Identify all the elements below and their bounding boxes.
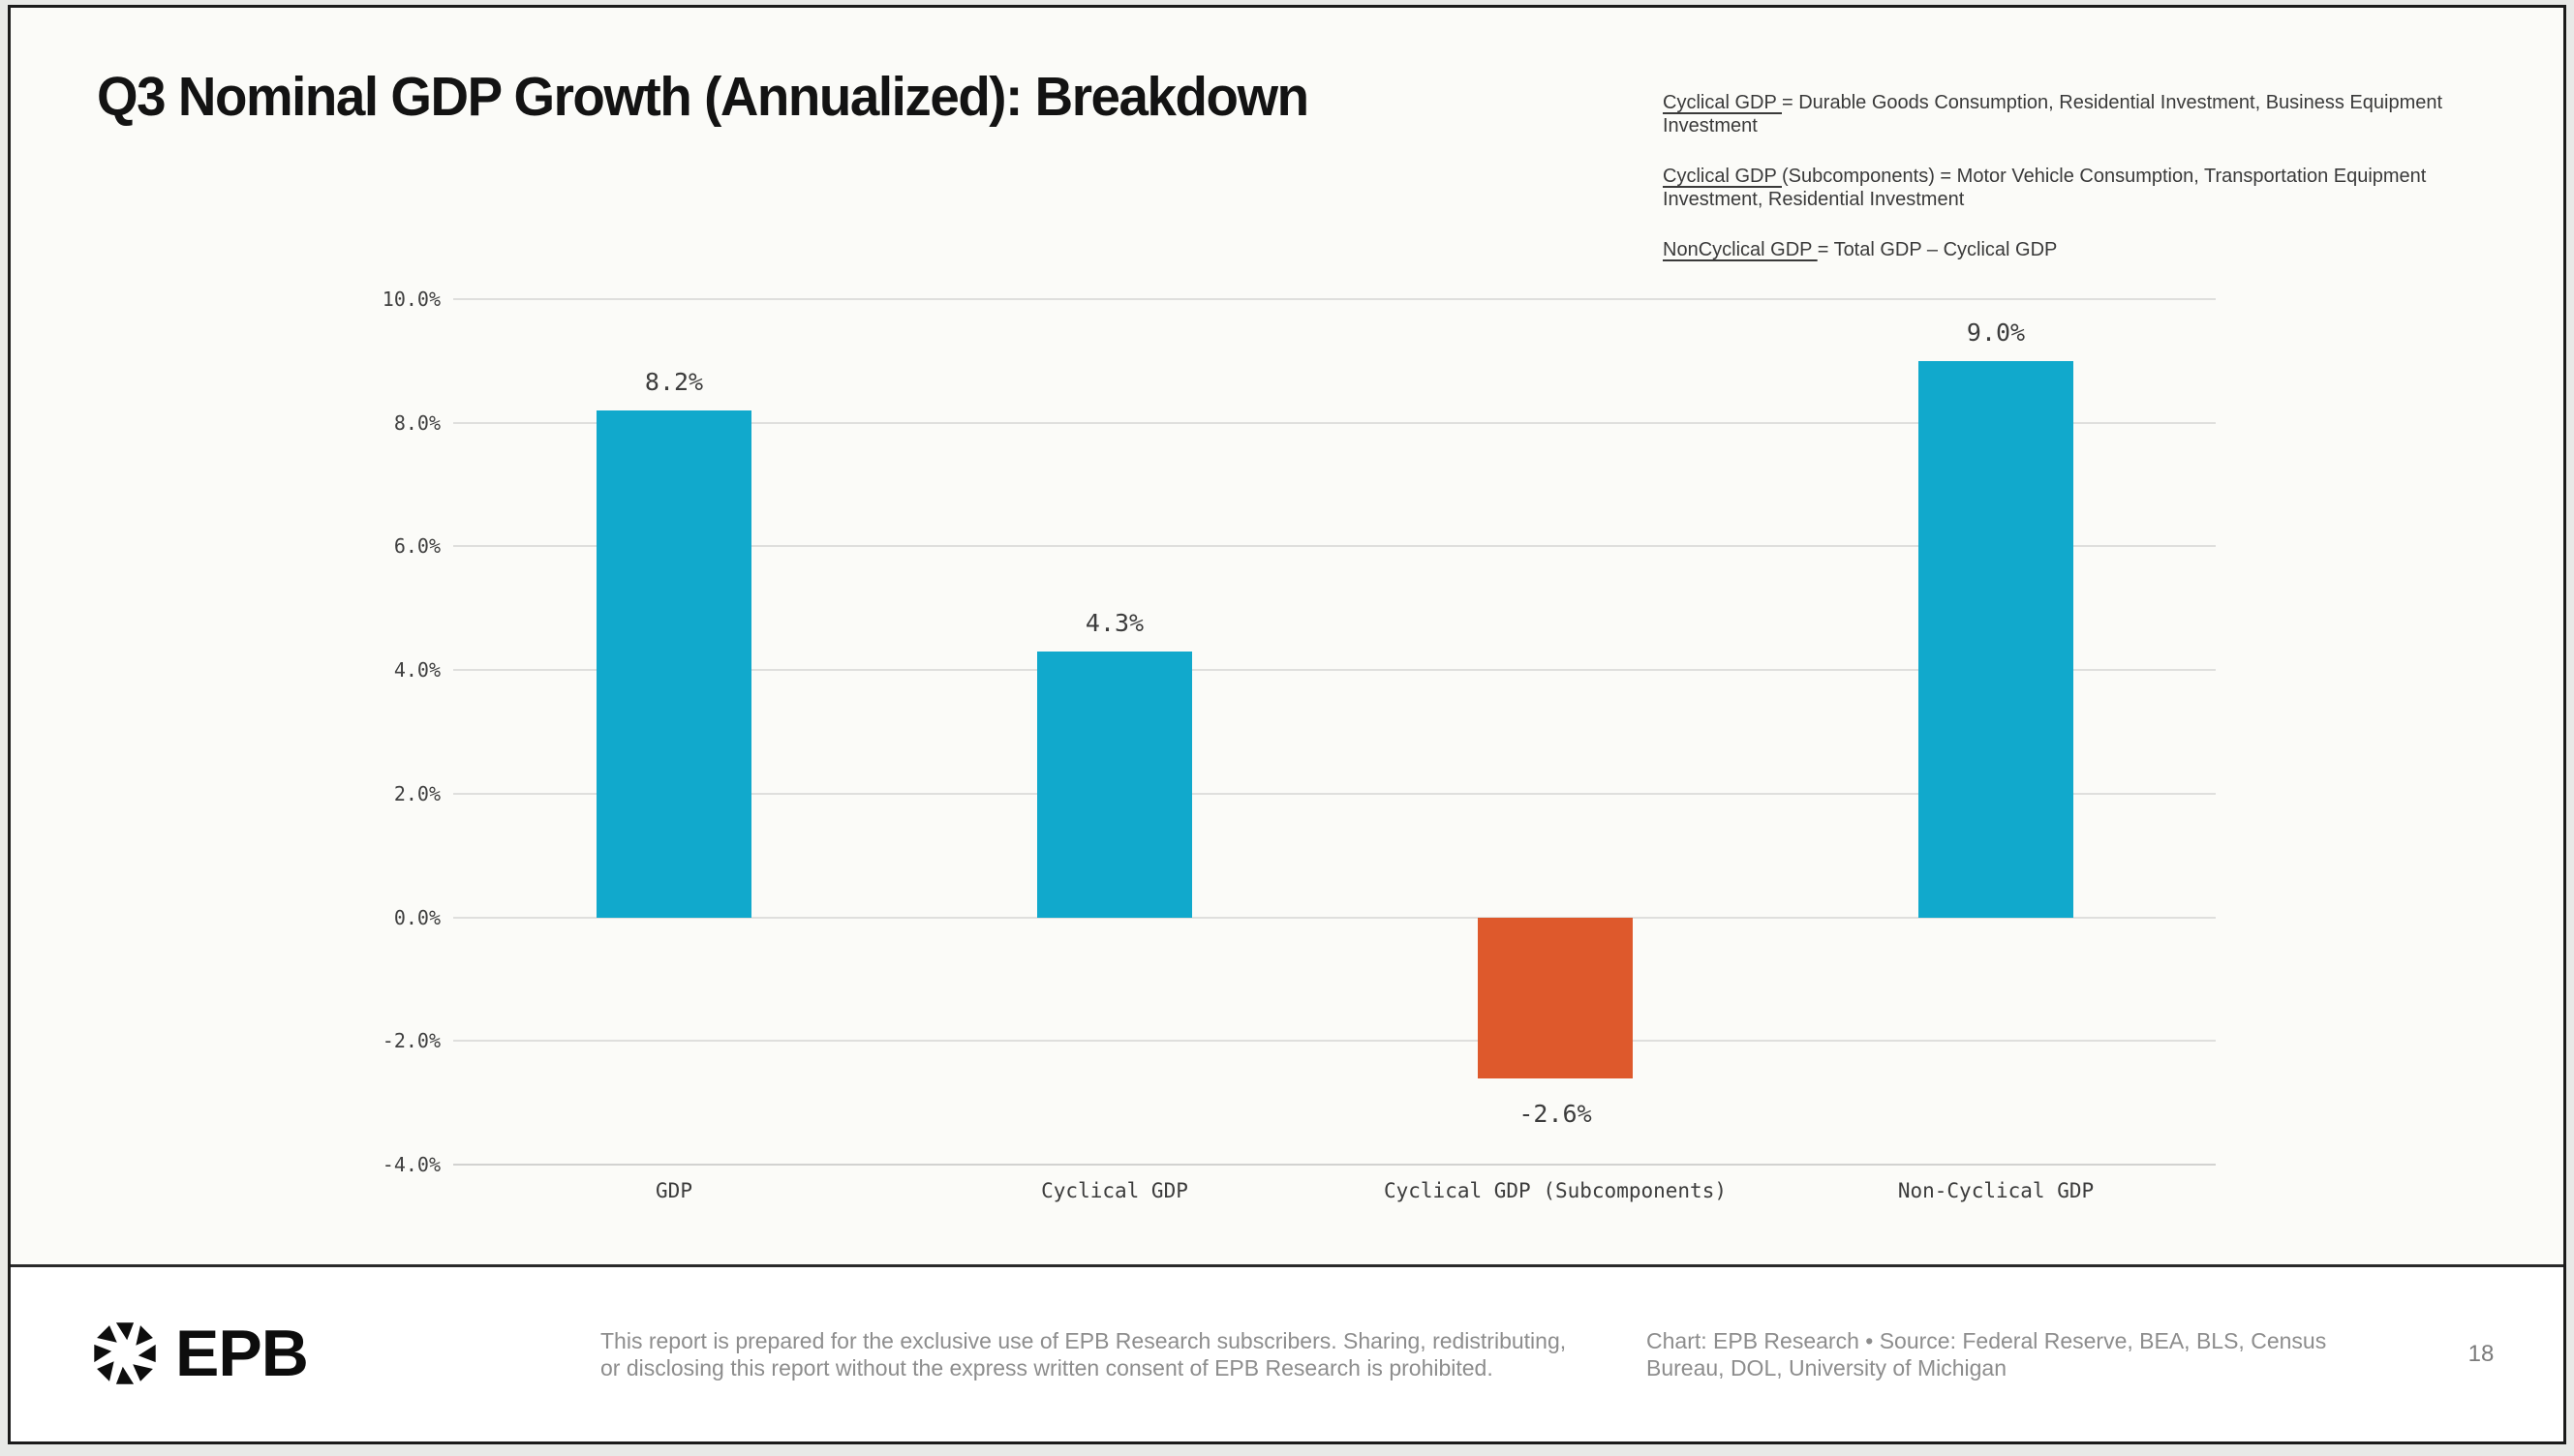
bar-value-label: 9.0% xyxy=(1966,318,2026,347)
epb-logo: EPB xyxy=(88,1317,309,1390)
aperture-blade xyxy=(94,1344,112,1363)
x-category-label: Cyclical GDP (Subcomponents) xyxy=(1383,1179,1727,1202)
y-tick-label: 8.0% xyxy=(393,411,441,435)
y-tick-label: 10.0% xyxy=(382,288,441,311)
definition-term: Cyclical GDP xyxy=(1663,166,1782,187)
y-tick-label: -2.0% xyxy=(382,1029,441,1052)
gridline-0.0% xyxy=(453,917,2216,919)
y-tick-label: 0.0% xyxy=(393,906,441,929)
y-tick-label: 4.0% xyxy=(393,658,441,682)
aperture-blade xyxy=(138,1344,156,1363)
chart-plot-area: 8.2% 4.3% -2.6% 9.0% xyxy=(453,298,2216,1166)
definition-item-0: Cyclical GDP = Durable Goods Consumption… xyxy=(1663,91,2467,137)
gridline-6.0% xyxy=(453,545,2216,547)
aperture-blade xyxy=(133,1364,153,1381)
bar-value-label: 8.2% xyxy=(644,368,704,396)
definition-text: = Durable Goods Consumption, Residential… xyxy=(1663,92,2443,136)
credit-line: Chart: EPB Research • Source: Federal Re… xyxy=(1646,1328,2327,1353)
gridline-8.0% xyxy=(453,422,2216,424)
definition-term: NonCyclical GDP xyxy=(1663,239,1818,260)
bar-non-cyclical-gdp xyxy=(1918,361,2073,918)
bar-value-label: 4.3% xyxy=(1085,609,1145,637)
page-number: 18 xyxy=(2467,1341,2495,1367)
bar-value-label: -2.6% xyxy=(1518,1100,1592,1128)
bar-gdp xyxy=(597,410,751,918)
definition-text: (Subcomponents) = Motor Vehicle Consumpt… xyxy=(1663,166,2427,210)
aperture-blade xyxy=(136,1325,153,1346)
epb-aperture-icon xyxy=(94,1322,156,1384)
footer-background xyxy=(11,1267,2563,1441)
disclaimer-line: or disclosing this report without the ex… xyxy=(600,1355,1493,1380)
y-tick-label: -4.0% xyxy=(382,1153,441,1176)
y-axis-tick-labels: 10.0% 8.0% 6.0% 4.0% 2.0% 0.0% -2.0% -4.0% xyxy=(11,288,441,1176)
definition-text: = Total GDP – Cyclical GDP xyxy=(1817,239,2058,260)
footer-divider xyxy=(11,1264,2563,1267)
y-tick-label: 6.0% xyxy=(393,534,441,558)
y-tick-label: 2.0% xyxy=(393,782,441,805)
x-axis-category-labels: GDP Cyclical GDP Cyclical GDP (Subcomponen… xyxy=(453,1178,2216,1205)
gridline-10.0% xyxy=(453,298,2216,300)
aperture-blade xyxy=(97,1325,117,1343)
x-category-label: Cyclical GDP xyxy=(1041,1179,1188,1202)
gridline--4.0% xyxy=(453,1164,2216,1166)
aperture-blade xyxy=(115,1322,135,1341)
definition-item-2: NonCyclical GDP = Total GDP – Cyclical G… xyxy=(1663,238,2467,261)
definitions-block: Cyclical GDP = Durable Goods Consumption… xyxy=(1663,91,2467,288)
chart-source-text: Chart: EPB Research • Source: Federal Re… xyxy=(1646,1327,2344,1381)
definition-item-1: Cyclical GDP (Subcomponents) = Motor Veh… xyxy=(1663,165,2467,211)
x-category-label: Non-Cyclical GDP xyxy=(1897,1179,2095,1202)
epb-logo-text: EPB xyxy=(175,1317,309,1390)
credit-line: Bureau, DOL, University of Michigan xyxy=(1646,1355,2007,1380)
aperture-blade xyxy=(97,1361,114,1381)
bar-cyclical-gdp-subcomponents- xyxy=(1478,918,1633,1078)
disclaimer-text: This report is prepared for the exclusiv… xyxy=(600,1327,1608,1381)
report-slide: Q3 Nominal GDP Growth (Annualized): Brea… xyxy=(8,5,2566,1444)
x-category-label: GDP xyxy=(656,1179,692,1202)
gridline--2.0% xyxy=(453,1040,2216,1042)
gridline-2.0% xyxy=(453,793,2216,795)
bar-cyclical-gdp xyxy=(1037,652,1192,918)
definition-term: Cyclical GDP xyxy=(1663,92,1782,113)
gridline-4.0% xyxy=(453,669,2216,671)
page-title: Q3 Nominal GDP Growth (Annualized): Brea… xyxy=(97,66,1309,128)
disclaimer-line: This report is prepared for the exclusiv… xyxy=(600,1328,1567,1353)
aperture-blade xyxy=(115,1366,135,1384)
